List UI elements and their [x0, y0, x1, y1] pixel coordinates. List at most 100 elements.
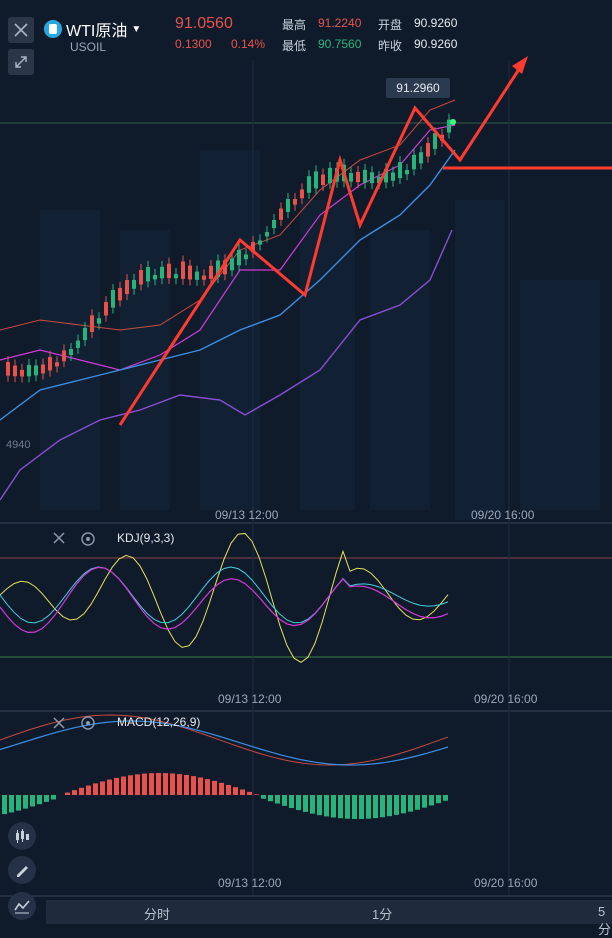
macd-bar	[142, 773, 147, 795]
candle-body	[6, 362, 10, 376]
timeframe-tabbar: 分时 1分 5分	[46, 900, 612, 937]
candle-body	[307, 176, 311, 193]
peak-price-tag: 91.2960	[386, 78, 450, 98]
macd-bar	[128, 775, 133, 795]
macd-bar	[93, 783, 98, 795]
current-price: 91.0560	[175, 15, 233, 32]
candle-body	[181, 261, 185, 279]
upper-band	[0, 99, 456, 331]
background-building	[520, 280, 600, 510]
collapse-button[interactable]	[8, 49, 34, 75]
draw-button[interactable]	[8, 856, 36, 884]
candle-body	[293, 198, 297, 205]
time-label-1: 09/13 12:00	[218, 876, 282, 890]
close-button[interactable]	[8, 17, 34, 43]
candle-body	[258, 240, 262, 245]
macd-bar	[352, 795, 357, 819]
candle-body	[433, 133, 437, 149]
macd-bar	[191, 776, 196, 795]
candle-body	[377, 176, 381, 184]
collapse-icon	[15, 56, 27, 68]
kdj-close-icon[interactable]	[52, 531, 66, 548]
candle-body	[76, 340, 80, 348]
macd-bar	[429, 795, 434, 806]
time-label-2: 09/20 16:00	[474, 692, 538, 706]
candle-body	[90, 315, 94, 332]
candle-body	[321, 174, 325, 186]
macd-bar	[219, 782, 224, 795]
candle-body	[202, 275, 206, 280]
macd-bar	[387, 795, 392, 817]
candle-body	[139, 270, 143, 285]
macd-bar	[163, 773, 168, 795]
candle-body	[286, 198, 290, 212]
macd-bar	[436, 795, 441, 804]
background-building	[455, 200, 505, 520]
macd-bar	[317, 795, 322, 816]
candle-body	[125, 280, 129, 295]
macd-close-icon[interactable]	[52, 716, 66, 733]
candle-body	[13, 365, 17, 377]
macd-bar	[100, 781, 105, 795]
candle-body	[188, 265, 192, 280]
macd-bar	[394, 795, 399, 815]
candle-body	[174, 274, 178, 279]
candle-body	[118, 287, 122, 301]
macd-bar	[170, 773, 175, 795]
candle-body	[370, 172, 374, 184]
macd-bar	[443, 795, 448, 801]
kdj-d-line	[0, 566, 449, 633]
macd-bar	[282, 795, 287, 806]
usoil-logo-icon	[44, 20, 62, 38]
candle-body	[426, 143, 430, 157]
macd-bar	[177, 774, 182, 795]
macd-bar	[51, 795, 56, 800]
candle-body	[195, 271, 199, 280]
macd-bar	[345, 795, 350, 819]
candle-body	[20, 369, 24, 377]
macd-bar	[30, 795, 35, 807]
macd-gear-icon[interactable]	[80, 715, 96, 734]
candle-body	[265, 232, 269, 237]
candle-body	[216, 260, 220, 278]
candle-body	[356, 171, 360, 183]
macd-bar	[338, 795, 343, 819]
candle-body	[160, 266, 164, 279]
lower-band	[0, 229, 453, 501]
tab-timeshare[interactable]: 分时	[144, 907, 171, 922]
macd-bar	[247, 791, 252, 795]
candlestick-icon	[16, 829, 29, 843]
candle-body	[314, 171, 318, 189]
candle-body	[104, 302, 108, 316]
candle-body	[83, 327, 87, 341]
candle-body	[153, 274, 157, 280]
time-label-2: 09/20 16:00	[474, 876, 538, 890]
candle-body	[300, 189, 304, 199]
macd-bar	[37, 795, 42, 805]
candle-body	[55, 362, 59, 367]
macd-bar	[65, 792, 70, 795]
symbol-selector[interactable]: WTI原油 ▼	[44, 17, 141, 41]
candle-body	[447, 119, 451, 133]
close-icon	[14, 23, 28, 37]
macd-bar	[135, 774, 140, 795]
candlestick-button[interactable]	[8, 822, 36, 850]
macd-bar	[366, 795, 371, 819]
macd-bar	[359, 795, 364, 819]
macd-bar	[72, 790, 77, 795]
moving-average	[0, 149, 456, 421]
indicator-button[interactable]	[8, 892, 36, 920]
open-label: 开盘	[378, 18, 403, 32]
time-label-1: 09/13 12:00	[215, 508, 279, 522]
candle-body	[244, 254, 248, 260]
macd-bar	[415, 795, 420, 810]
background-building	[300, 200, 355, 510]
tab-1min[interactable]: 1分	[372, 907, 393, 922]
candle-body	[27, 364, 31, 377]
kdj-label: KDJ(9,3,3)	[117, 531, 175, 545]
price-change-pct: 0.14%	[231, 37, 266, 51]
arrow-head	[512, 56, 528, 74]
kdj-gear-icon[interactable]	[80, 531, 96, 550]
macd-bar	[2, 795, 7, 815]
